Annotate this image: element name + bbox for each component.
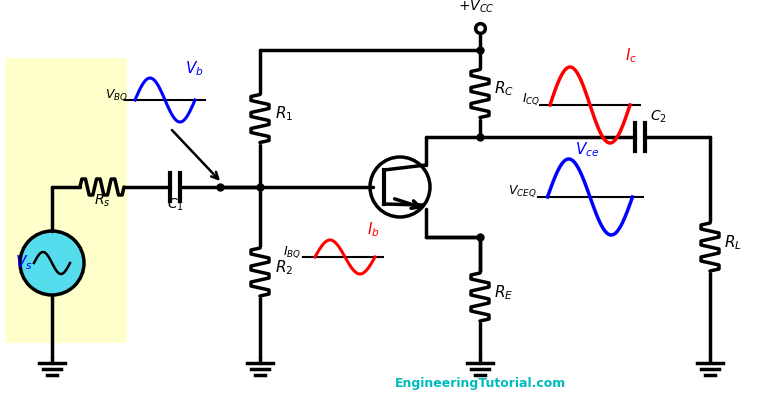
Text: $V_{CEQ}$: $V_{CEQ}$ <box>508 183 536 199</box>
Text: $R_E$: $R_E$ <box>494 283 513 302</box>
Text: $I_{CQ}$: $I_{CQ}$ <box>522 92 540 107</box>
Text: $R_s$: $R_s$ <box>94 193 110 209</box>
Text: EngineeringTutorial.com: EngineeringTutorial.com <box>395 377 565 390</box>
Text: $+V_{CC}$: $+V_{CC}$ <box>458 0 494 15</box>
Text: $R_L$: $R_L$ <box>724 233 742 252</box>
Text: $I_c$: $I_c$ <box>625 46 638 65</box>
Text: $I_{BQ}$: $I_{BQ}$ <box>283 244 301 260</box>
Circle shape <box>20 231 84 295</box>
Text: $R_2$: $R_2$ <box>275 258 293 277</box>
Text: $V_b$: $V_b$ <box>185 59 203 78</box>
Text: $V_{BQ}$: $V_{BQ}$ <box>105 87 128 103</box>
Text: $V_s$: $V_s$ <box>15 254 33 272</box>
Text: $I_b$: $I_b$ <box>367 220 380 239</box>
Text: $C_2$: $C_2$ <box>650 109 666 126</box>
Text: $R_C$: $R_C$ <box>494 79 514 98</box>
Bar <box>5 58 127 343</box>
Text: $R_1$: $R_1$ <box>275 104 293 123</box>
Text: $V_{ce}$: $V_{ce}$ <box>575 140 600 159</box>
Text: $C_1$: $C_1$ <box>166 197 184 213</box>
